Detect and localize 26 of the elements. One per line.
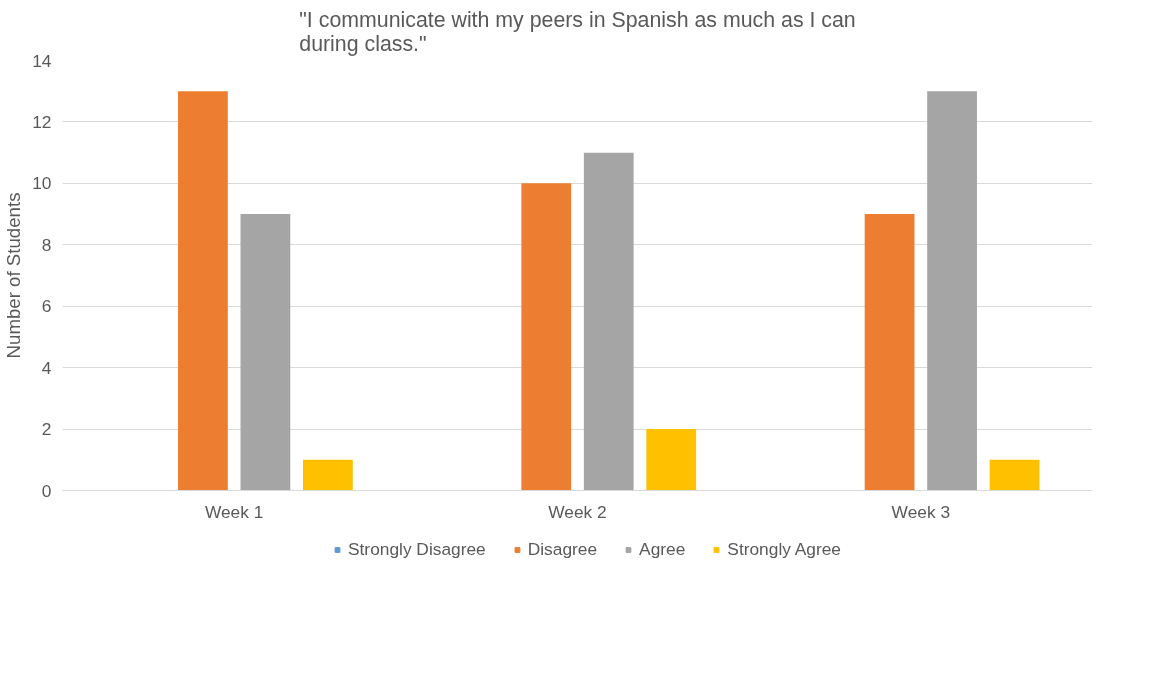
y-tick-label: 14 bbox=[32, 50, 52, 71]
x-tick-label: Week 2 bbox=[548, 501, 607, 522]
legend-label: Agree bbox=[639, 538, 686, 560]
bar bbox=[521, 183, 572, 491]
legend-label: Disagree bbox=[527, 538, 598, 560]
bar bbox=[178, 91, 228, 491]
chart-title: "I communicate with my peers in Spanish as much as I can during class." bbox=[299, 7, 856, 56]
x-tick-label: Week 1 bbox=[204, 501, 264, 522]
bar bbox=[864, 214, 915, 491]
y-tick-label: 12 bbox=[32, 111, 52, 132]
bar bbox=[646, 429, 697, 491]
y-axis-title: Number of Students bbox=[3, 192, 25, 359]
y-tick-label: 0 bbox=[41, 480, 52, 501]
y-tick-label: 6 bbox=[41, 296, 52, 317]
bar bbox=[989, 459, 1040, 491]
y-tick-label: 2 bbox=[41, 419, 52, 440]
y-tick-label: 8 bbox=[41, 234, 52, 255]
y-tick-label: 4 bbox=[41, 357, 52, 378]
legend-label: Strongly Disagree bbox=[347, 538, 486, 560]
x-tick-label: Week 3 bbox=[891, 501, 951, 522]
bar bbox=[240, 214, 291, 491]
bar bbox=[583, 152, 634, 491]
bar bbox=[927, 91, 977, 491]
y-tick-label: 10 bbox=[32, 173, 52, 194]
bar bbox=[303, 459, 353, 491]
legend-label: Strongly Agree bbox=[727, 538, 842, 560]
